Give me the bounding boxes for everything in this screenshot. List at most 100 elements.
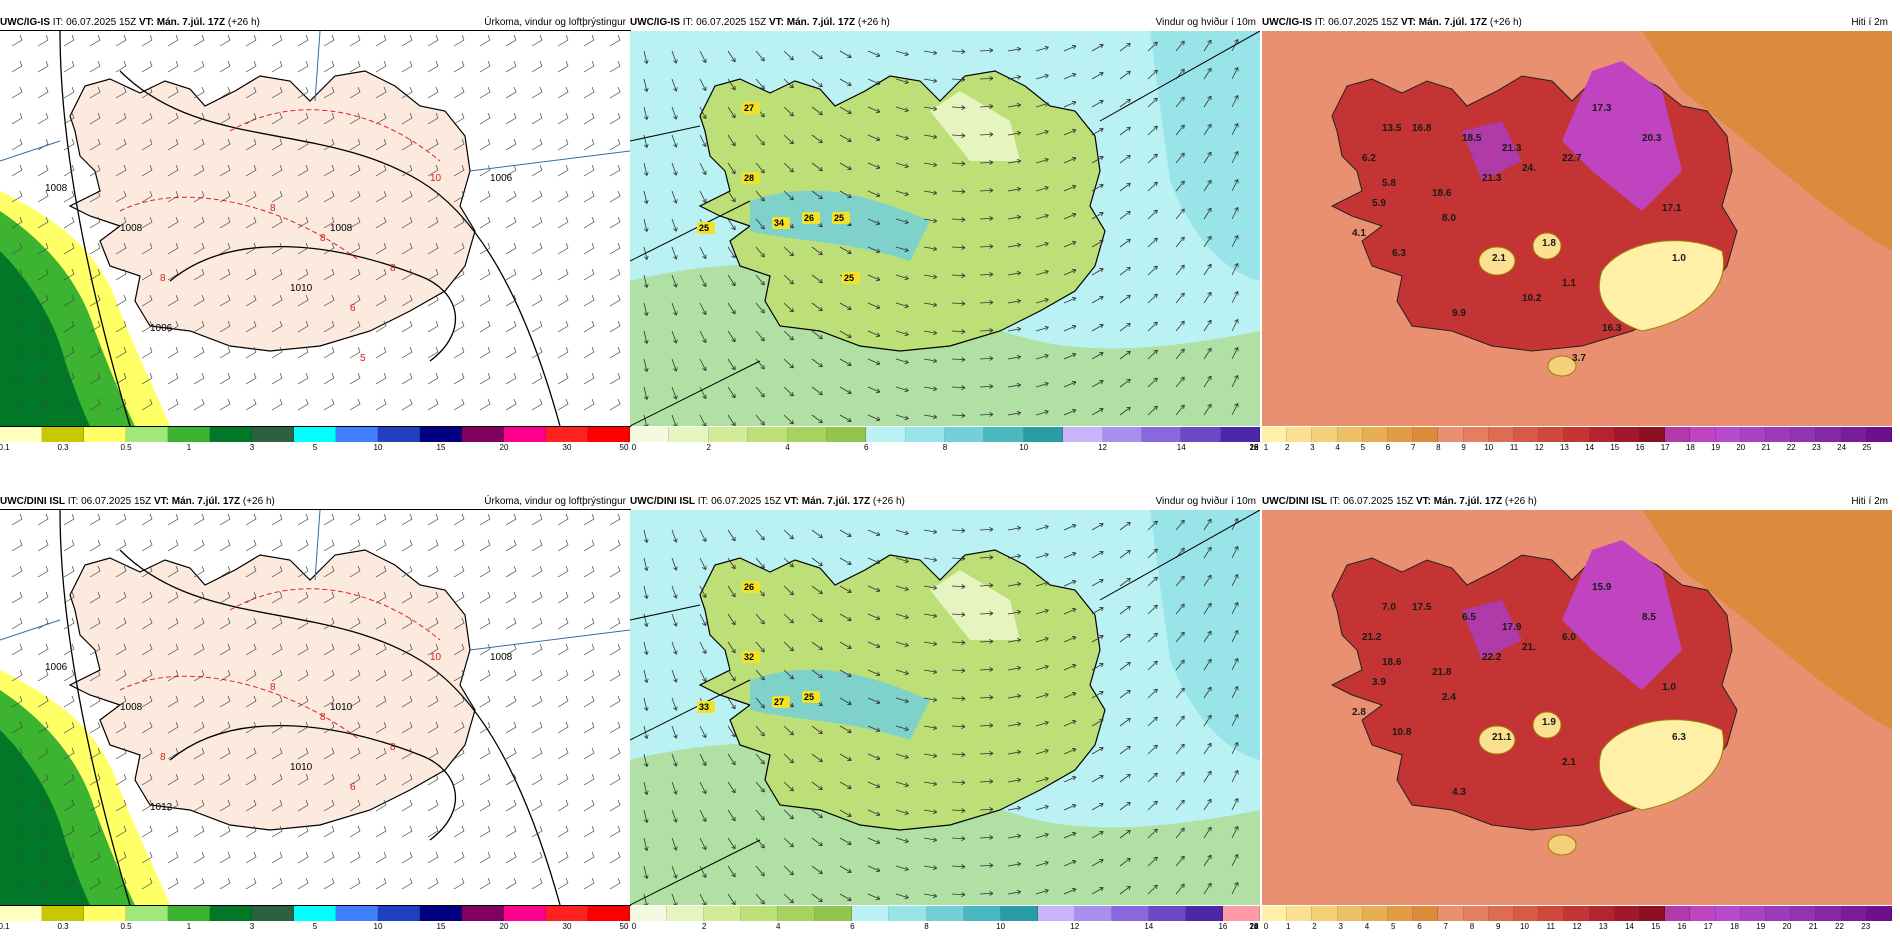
- wind-arrow: [671, 330, 677, 344]
- wind-arrow-head: [1071, 523, 1077, 529]
- wind-barb: [401, 60, 413, 73]
- scale-swatch: [1866, 906, 1893, 921]
- wind-arrow: [1147, 125, 1158, 136]
- wind-arrow: [755, 134, 765, 146]
- wind-arrow: [699, 78, 707, 91]
- wind-arrow: [1091, 100, 1104, 108]
- wind-arrow-head: [818, 166, 823, 172]
- wind-barb: [245, 86, 257, 99]
- wind-barb: [479, 539, 491, 552]
- scale-tick-label: 0.3: [57, 443, 69, 452]
- lat-lon-line: [469, 150, 630, 172]
- wind-barb: [609, 773, 621, 786]
- wind-barb: [89, 398, 101, 411]
- wind-arrow: [895, 725, 909, 731]
- wind-arrow-head: [932, 697, 938, 703]
- wind-arrow: [643, 78, 648, 92]
- wind-barb: [583, 34, 595, 47]
- wind-barb: [219, 513, 231, 526]
- wind-barb: [427, 216, 439, 229]
- panel-title: Vindur og hviður í 10m: [1155, 17, 1256, 28]
- wind-barb: [583, 112, 595, 125]
- wind-barb: [349, 346, 361, 359]
- panel-temp-dini: UWC/DINI ISL IT: 06.07.2025 15Z VT: Mán.…: [1262, 493, 1893, 943]
- wind-barb: [323, 216, 335, 229]
- wind-arrow-head: [643, 199, 649, 204]
- wind-barb: [219, 721, 231, 734]
- wind-arrow-head: [961, 584, 966, 589]
- wind-arrow: [643, 697, 648, 711]
- scale-tick-label: 0: [1263, 922, 1269, 931]
- model-name: UWC/IG-IS: [0, 17, 50, 28]
- wind-barb: [37, 565, 49, 578]
- wind-barb: [349, 617, 361, 630]
- wind-arrow: [643, 50, 648, 64]
- wind-arrow-head: [989, 300, 994, 305]
- wind-barb: [401, 398, 413, 411]
- wind-barb: [375, 565, 387, 578]
- wind-barb: [349, 851, 361, 864]
- wind-barb: [63, 372, 75, 385]
- scale-swatch: [336, 906, 378, 921]
- scale-tick-label: 12: [1534, 443, 1544, 452]
- wind-arrow-head: [1207, 207, 1212, 213]
- wind-barb: [219, 695, 231, 708]
- gust-label: 25: [844, 273, 854, 283]
- wind-arrow: [1119, 773, 1131, 783]
- wind-arrow-head: [1071, 775, 1077, 781]
- wind-barb: [167, 190, 179, 203]
- wind-barb: [63, 721, 75, 734]
- wind-barb: [245, 294, 257, 307]
- wind-barb: [245, 216, 257, 229]
- wind-arrow-head: [789, 562, 794, 568]
- wind-barb: [557, 216, 569, 229]
- wind-arrow: [895, 190, 909, 196]
- wind-arrow: [699, 809, 707, 822]
- wind-barb: [141, 294, 153, 307]
- wind-arrow: [979, 808, 994, 811]
- wind-arrow: [643, 106, 648, 120]
- wind-arrow-head: [1180, 603, 1185, 609]
- wind-barb: [505, 851, 517, 864]
- wind-arrow-head: [932, 274, 938, 280]
- wind-arrow-head: [1234, 151, 1239, 156]
- wind-arrow: [839, 414, 852, 422]
- wind-barb: [37, 799, 49, 812]
- wind-arrow-head: [989, 527, 994, 532]
- temp-value-label: 10.2: [1522, 293, 1542, 304]
- wind-arrow-head: [702, 58, 707, 63]
- temp-value-label: 1.9: [1542, 717, 1556, 728]
- wind-barb: [375, 190, 387, 203]
- wind-barb: [349, 268, 361, 281]
- scale-swatch: [1220, 427, 1260, 442]
- wind-arrow: [979, 836, 994, 839]
- wind-arrow: [895, 613, 909, 619]
- wind-arrow-head: [731, 844, 736, 850]
- color-scale: [0, 427, 630, 442]
- scale-swatch: [1665, 906, 1691, 921]
- wind-arrow-head: [731, 141, 736, 147]
- temp-value-label: 18.6: [1432, 188, 1452, 199]
- wind-arrow: [1175, 715, 1185, 727]
- temp-value-label: 1.8: [1542, 238, 1556, 249]
- panel-header: UWC/DINI ISL IT: 06.07.2025 15Z VT: Mán.…: [630, 493, 1260, 510]
- wind-barb: [115, 86, 127, 99]
- isobars: [59, 31, 561, 426]
- wind-arrow: [951, 697, 966, 700]
- wind-barb: [167, 320, 179, 333]
- wind-arrow-head: [1071, 719, 1077, 725]
- wind-arrow: [1091, 775, 1104, 783]
- wind-barb: [453, 851, 465, 864]
- wind-barb: [219, 164, 231, 177]
- scale-swatch: [889, 906, 927, 921]
- wind-arrow: [951, 218, 966, 221]
- wind-barb: [271, 60, 283, 73]
- wind-arrow-head: [847, 165, 852, 170]
- scale-tick-label: 8: [1436, 443, 1441, 452]
- wind-arrow-head: [1099, 240, 1104, 245]
- scale-swatch: [1312, 906, 1338, 921]
- wind-barb: [219, 877, 231, 890]
- wind-barb: [375, 695, 387, 708]
- scale-swatch: [1715, 427, 1741, 442]
- wind-arrow: [699, 725, 707, 738]
